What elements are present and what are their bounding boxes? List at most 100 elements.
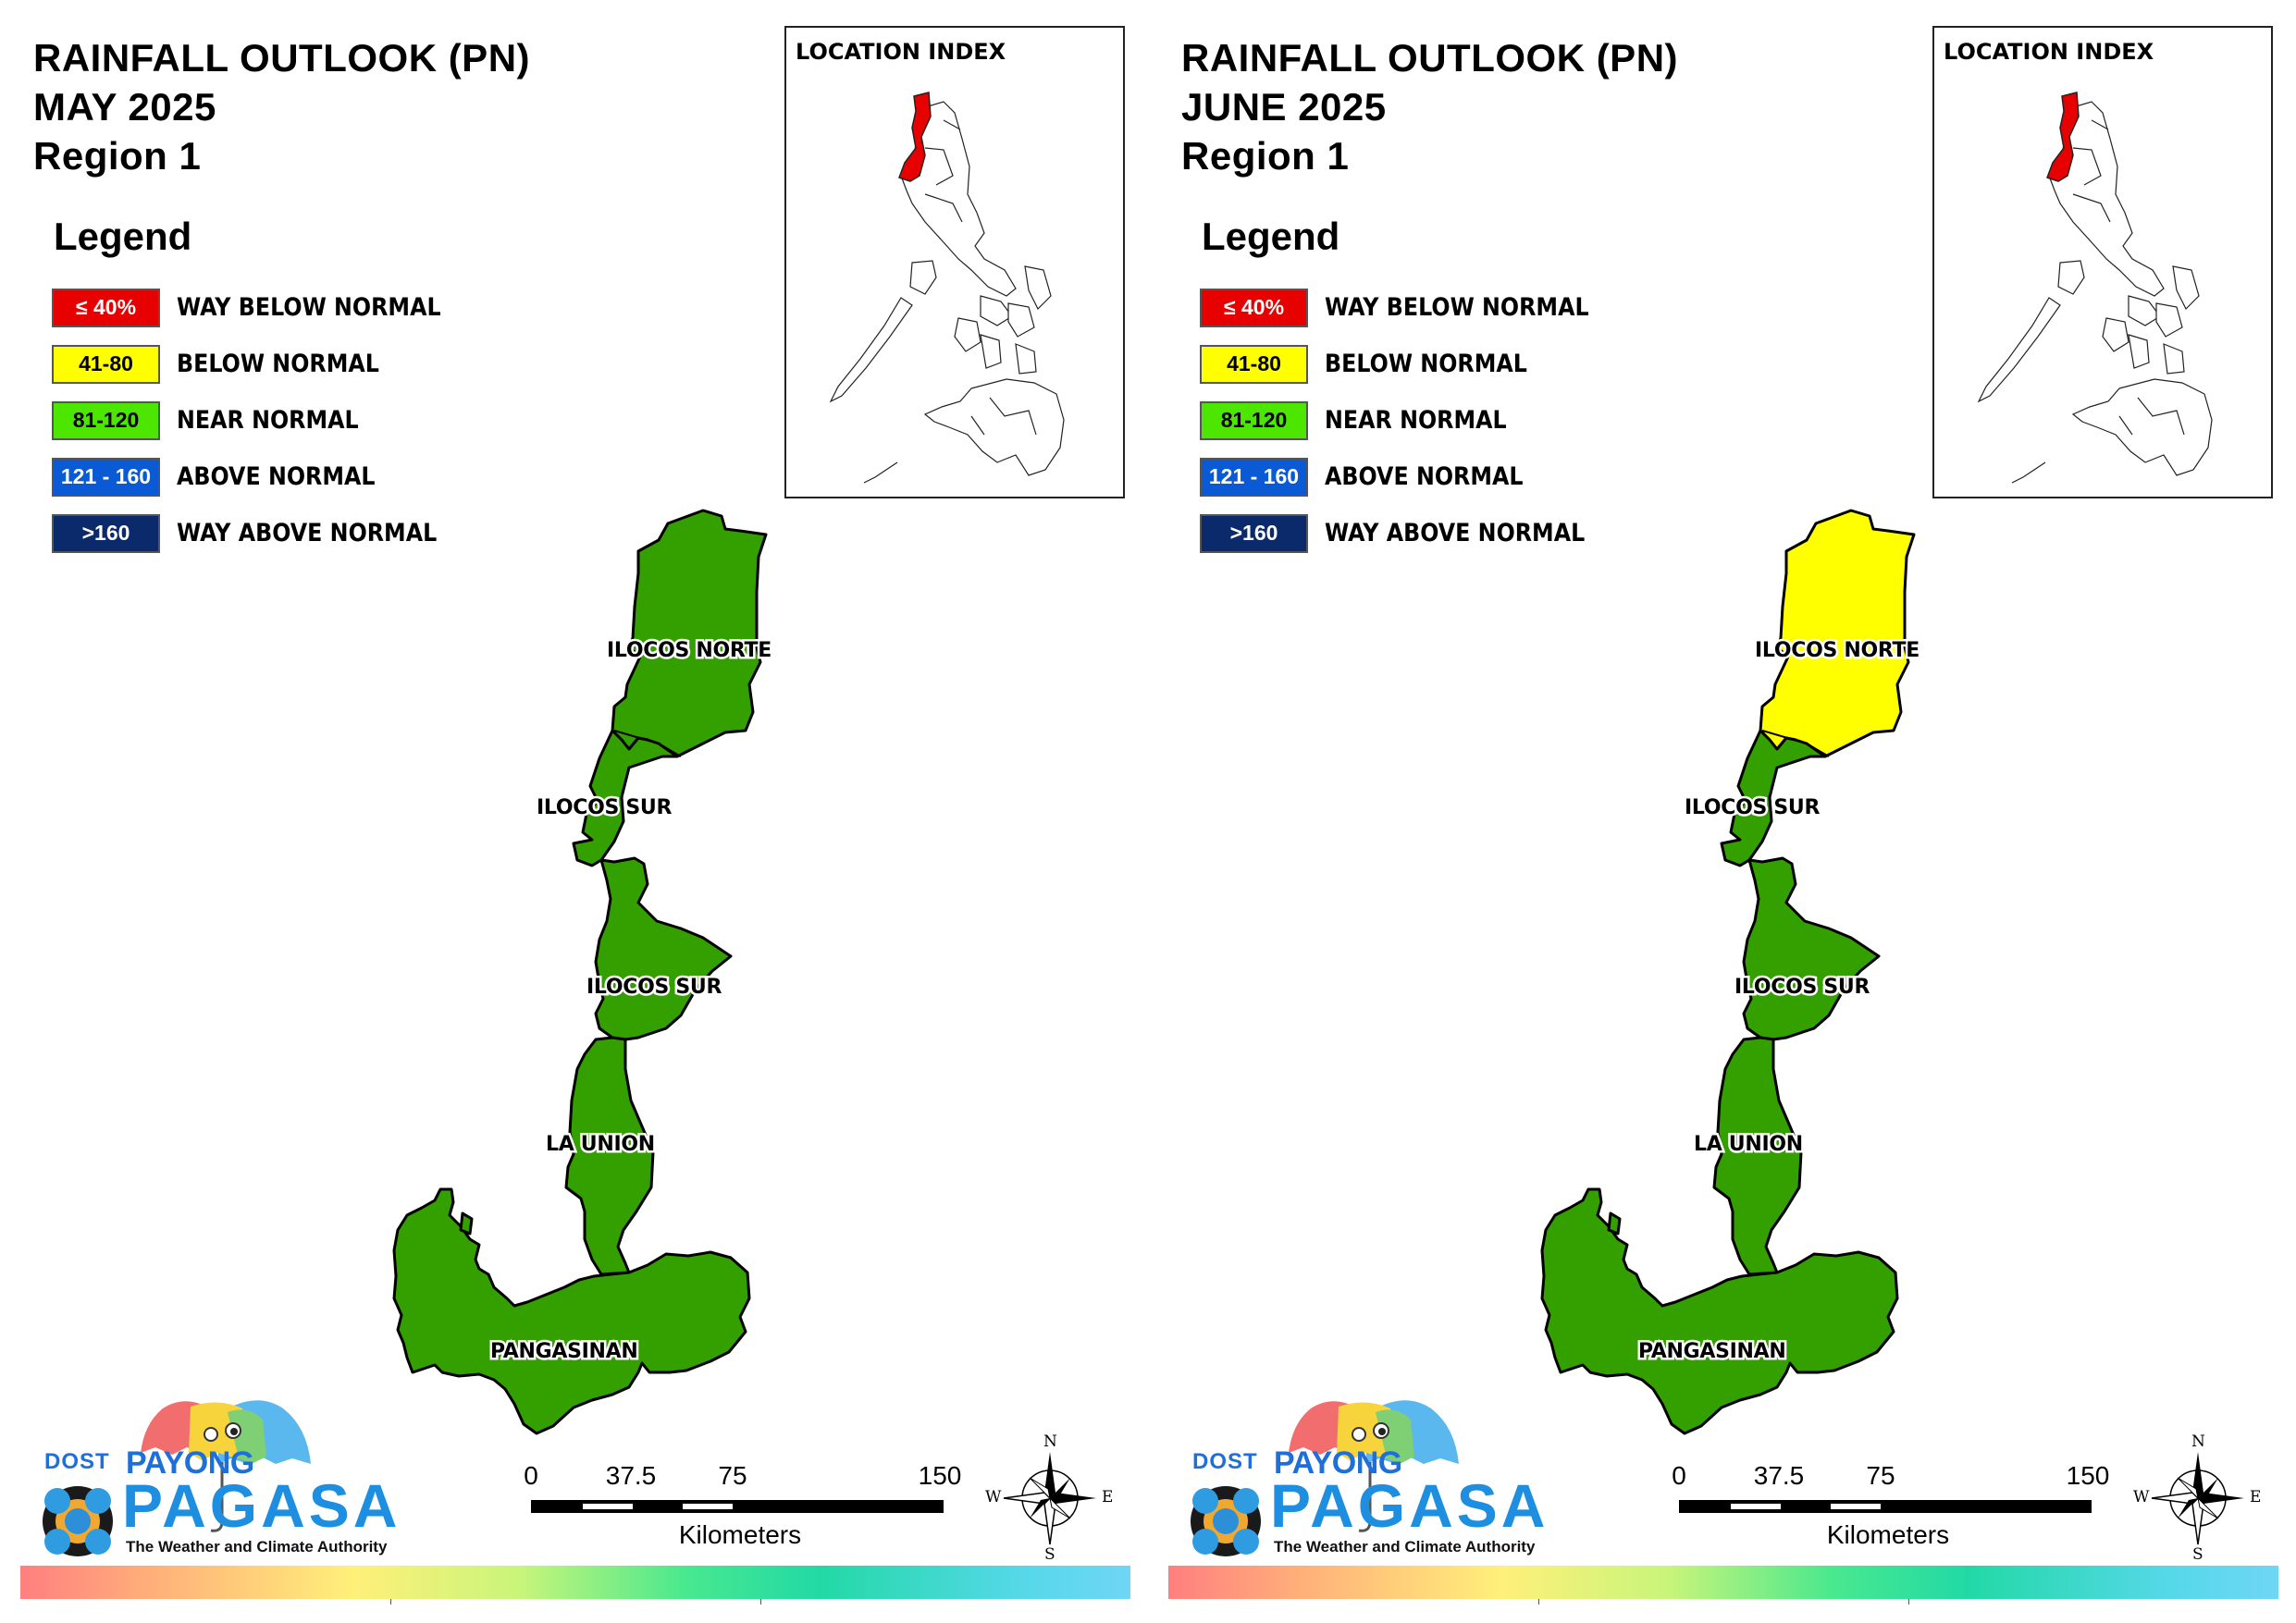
logo-tagline: The Weather and Climate Authority — [1274, 1538, 1536, 1555]
legend-item-way-below-normal: ≤ 40% WAY BELOW NORMAL — [52, 279, 477, 336]
title-line-region: Region 1 — [33, 134, 202, 178]
legend-item-above-normal: 121 - 160 ABOVE NORMAL — [52, 449, 477, 505]
location-index-inset: LOCATION INDEX — [784, 26, 1125, 498]
decorative-gradient-strip — [1168, 1566, 2278, 1599]
legend-item-way-above-normal: >160 WAY ABOVE NORMAL — [52, 505, 477, 561]
province-label-pangasinan: PANGASINAN — [490, 1340, 638, 1363]
map-title: RAINFALL OUTLOOK (PN) JUNE 2025 Region 1 — [1181, 33, 1678, 180]
scale-unit-label: Kilometers — [1826, 1520, 1950, 1549]
legend-item-way-below-normal: ≤ 40% WAY BELOW NORMAL — [1200, 279, 1625, 336]
province-label-la-union: LA UNION — [1694, 1133, 1803, 1156]
legend-item-near-normal: 81-120 NEAR NORMAL — [1200, 392, 1625, 449]
legend-label: ABOVE NORMAL — [1325, 462, 1524, 491]
province-label-ilocos-norte: ILOCOS NORTE — [607, 639, 772, 662]
logo-pagasa-text: PAGASA — [1270, 1471, 1549, 1540]
province-label-la-union: LA UNION — [546, 1133, 655, 1156]
map-title: RAINFALL OUTLOOK (PN) MAY 2025 Region 1 — [33, 33, 530, 180]
region1-highlight — [2046, 92, 2080, 182]
scale-bar-graphic — [531, 1500, 944, 1513]
province-pangasinan-islet — [459, 1211, 474, 1236]
umbrella-logo-icon — [43, 1400, 311, 1556]
province-label-ilocos-norte: ILOCOS NORTE — [1755, 639, 1920, 662]
logo-pagasa-text: PAGASA — [122, 1471, 401, 1540]
compass-rose-icon — [2151, 1452, 2244, 1545]
legend-swatch: 121 - 160 — [52, 457, 160, 497]
legend-item-below-normal: 41-80 BELOW NORMAL — [52, 336, 477, 392]
legend-label: NEAR NORMAL — [177, 406, 359, 435]
compass-n: N — [2191, 1432, 2205, 1451]
legend-swatch: 81-120 — [52, 400, 160, 440]
province-pangasinan — [392, 1187, 751, 1435]
logo-payong-text: PAYONG — [1274, 1445, 1402, 1481]
scale-bar: 0 37.5 75 150 Kilometers — [1672, 1461, 2109, 1549]
legend-label: WAY ABOVE NORMAL — [1325, 519, 1586, 547]
philippines-outline-map — [829, 92, 1065, 484]
logo-tagline: The Weather and Climate Authority — [126, 1538, 388, 1555]
legend-swatch: 41-80 — [1200, 344, 1308, 384]
logo-dost-text: DOST — [1192, 1449, 1258, 1474]
scale-tick: 150 — [2066, 1461, 2110, 1490]
province-inner-boundary — [613, 730, 682, 757]
legend-swatch: ≤ 40% — [52, 288, 160, 327]
gradient-strip-ticks — [1168, 1599, 2278, 1606]
region1-highlight — [898, 92, 932, 182]
scale-tick: 37.5 — [605, 1461, 657, 1490]
umbrella-logo-icon — [1191, 1400, 1459, 1556]
legend-swatch: 41-80 — [52, 344, 160, 384]
compass-w: W — [985, 1488, 1002, 1506]
compass-n: N — [1043, 1432, 1057, 1451]
province-label-pangasinan: PANGASINAN — [1638, 1340, 1786, 1363]
province-label-ilocos-sur: ILOCOS SUR — [1685, 796, 1820, 819]
legend-item-below-normal: 41-80 BELOW NORMAL — [1200, 336, 1625, 392]
legend-swatch: 81-120 — [1200, 400, 1308, 440]
decorative-gradient-strip — [20, 1566, 1130, 1599]
scale-tick: 150 — [918, 1461, 962, 1490]
legend-item-above-normal: 121 - 160 ABOVE NORMAL — [1200, 449, 1625, 505]
province-label-ilocos-sur: ILOCOS SUR — [537, 796, 672, 819]
compass-w: W — [2133, 1488, 2150, 1506]
province-la-union — [1712, 1036, 1803, 1276]
title-line-region: Region 1 — [1181, 134, 1350, 178]
gradient-strip-ticks — [20, 1599, 1130, 1606]
legend: Legend ≤ 40% WAY BELOW NORMAL 41-80 BELO… — [52, 215, 477, 561]
north-arrow-compass: N S W E — [2133, 1432, 2261, 1564]
title-line-month: MAY 2025 — [33, 85, 216, 129]
province-la-union — [564, 1036, 655, 1276]
compass-e: E — [1102, 1488, 1114, 1506]
compass-s: S — [1044, 1545, 1055, 1564]
compass-s: S — [2192, 1545, 2203, 1564]
legend-label: WAY BELOW NORMAL — [1325, 293, 1589, 322]
scale-tick: 75 — [718, 1461, 747, 1490]
region1-province-map: ILOCOS NORTE ILOCOS SUR ILOCOS SUR LA UN… — [1540, 509, 1922, 1435]
outlook-panel-june: RAINFALL OUTLOOK (PN) JUNE 2025 Region 1… — [1148, 0, 2296, 1623]
scale-unit-label: Kilometers — [678, 1520, 802, 1549]
province-pangasinan-islet — [1607, 1211, 1622, 1236]
location-index-inset: LOCATION INDEX — [1932, 26, 2273, 498]
region1-province-map: ILOCOS NORTE ILOCOS SUR ILOCOS SUR LA UN… — [392, 509, 774, 1435]
province-ilocos-sur-south — [1742, 856, 1881, 1041]
legend-label: ABOVE NORMAL — [177, 462, 376, 491]
legend-swatch: 121 - 160 — [1200, 457, 1308, 497]
scale-tick: 0 — [524, 1461, 538, 1490]
title-line-outlook: RAINFALL OUTLOOK (PN) — [1181, 36, 1679, 80]
legend-title: Legend — [54, 215, 192, 258]
legend-item-way-above-normal: >160 WAY ABOVE NORMAL — [1200, 505, 1625, 561]
legend-label: WAY ABOVE NORMAL — [177, 519, 438, 547]
pagasa-logo: DOST PAYONG PAGASA The Weather and Clima… — [1181, 1392, 1551, 1563]
province-ilocos-norte — [1759, 509, 1916, 758]
province-label-ilocos-sur: ILOCOS SUR — [1734, 976, 1870, 999]
compass-e: E — [2250, 1488, 2262, 1506]
province-inner-boundary — [1761, 730, 1830, 757]
outlook-panel-may: RAINFALL OUTLOOK (PN) MAY 2025 Region 1 … — [20, 26, 1130, 1606]
legend-swatch: ≤ 40% — [1200, 288, 1308, 327]
pagasa-logo: DOST PAYONG PAGASA The Weather and Clima… — [33, 1392, 403, 1563]
location-index-title: LOCATION INDEX — [1944, 39, 2154, 65]
scale-bar: 0 37.5 75 150 Kilometers — [524, 1461, 961, 1549]
province-ilocos-sur-south — [594, 856, 733, 1041]
legend-label: BELOW NORMAL — [1325, 350, 1527, 378]
province-label-ilocos-sur: ILOCOS SUR — [586, 976, 722, 999]
logo-payong-text: PAYONG — [126, 1445, 254, 1481]
legend-swatch: >160 — [1200, 513, 1308, 553]
legend-item-near-normal: 81-120 NEAR NORMAL — [52, 392, 477, 449]
legend-title: Legend — [1202, 215, 1340, 258]
